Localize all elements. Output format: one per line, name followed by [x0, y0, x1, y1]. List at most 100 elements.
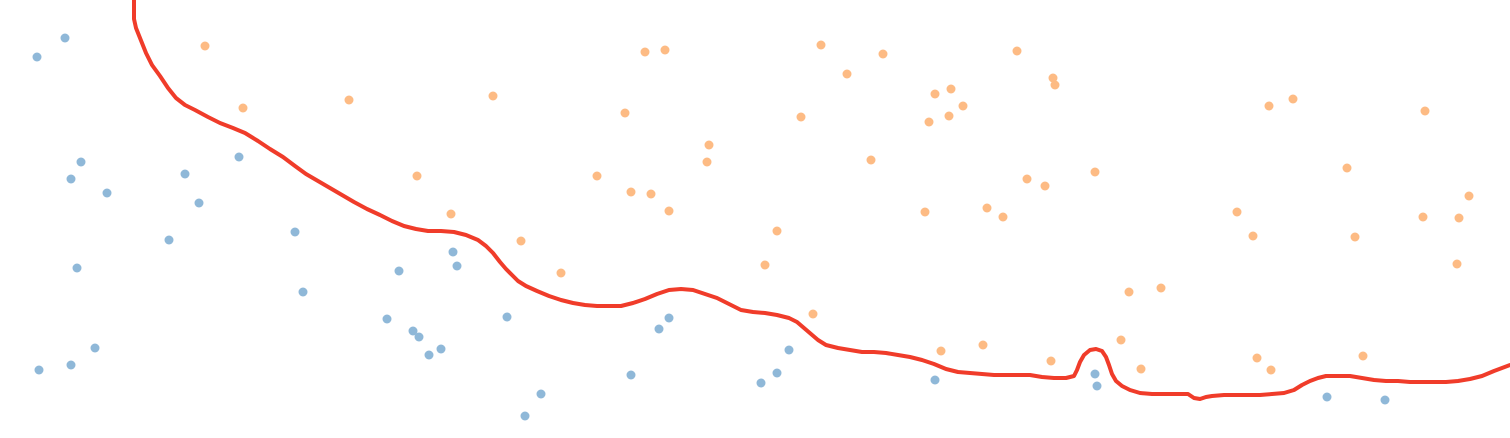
data-point-blue-8	[90, 343, 100, 353]
data-point-orange-44	[1116, 335, 1126, 345]
data-point-orange-48	[1232, 207, 1242, 217]
data-point-orange-32	[978, 340, 988, 350]
data-point-orange-52	[1342, 163, 1352, 173]
data-point-orange-17	[772, 226, 782, 236]
data-point-blue-7	[66, 360, 76, 370]
data-point-blue-3	[66, 174, 76, 184]
data-point-blue-35	[1322, 392, 1332, 402]
data-point-orange-20	[816, 40, 826, 50]
data-point-orange-6	[516, 236, 526, 246]
data-point-orange-40	[1090, 167, 1100, 177]
data-point-blue-21	[448, 247, 458, 257]
data-point-orange-13	[646, 189, 656, 199]
decision-boundary-line	[132, 0, 1510, 401]
data-point-orange-36	[1048, 73, 1058, 83]
data-point-orange-0	[200, 41, 210, 51]
data-point-orange-4	[412, 171, 422, 181]
data-point-blue-27	[664, 313, 674, 323]
data-point-orange-35	[1012, 46, 1022, 56]
data-point-orange-27	[946, 84, 956, 94]
data-point-blue-2	[76, 157, 86, 167]
data-point-blue-28	[654, 324, 664, 334]
data-point-blue-33	[1090, 369, 1100, 379]
data-point-orange-49	[1248, 231, 1258, 241]
data-point-blue-20	[436, 344, 446, 354]
data-point-orange-26	[930, 89, 940, 99]
data-point-blue-32	[930, 375, 940, 385]
data-point-orange-30	[924, 117, 934, 127]
data-point-blue-15	[394, 266, 404, 276]
data-point-orange-14	[664, 206, 674, 216]
data-point-blue-26	[626, 370, 636, 380]
data-point-orange-39	[1040, 181, 1050, 191]
data-point-blue-31	[784, 345, 794, 355]
data-point-orange-47	[1288, 94, 1298, 104]
data-point-orange-43	[1156, 283, 1166, 293]
data-point-orange-7	[556, 268, 566, 278]
data-point-orange-46	[1264, 101, 1274, 111]
data-point-blue-13	[290, 227, 300, 237]
data-point-blue-22	[452, 261, 462, 271]
data-point-orange-58	[1464, 191, 1474, 201]
data-point-blue-25	[520, 411, 530, 421]
data-point-blue-18	[414, 332, 424, 342]
data-point-orange-2	[344, 95, 354, 105]
data-point-orange-50	[1252, 353, 1262, 363]
data-point-blue-30	[772, 368, 782, 378]
data-point-orange-19	[796, 112, 806, 122]
data-point-orange-1	[238, 103, 248, 113]
data-point-orange-15	[704, 140, 714, 150]
data-point-blue-0	[32, 52, 42, 62]
data-point-orange-22	[878, 49, 888, 59]
data-point-orange-51	[1266, 365, 1276, 375]
data-point-orange-57	[1454, 213, 1464, 223]
data-point-orange-42	[1124, 287, 1134, 297]
data-point-orange-10	[640, 47, 650, 57]
data-point-orange-33	[982, 203, 992, 213]
data-point-orange-5	[446, 209, 456, 219]
data-point-orange-23	[866, 155, 876, 165]
data-point-orange-55	[1420, 106, 1430, 116]
data-point-blue-12	[234, 152, 244, 162]
data-point-orange-9	[620, 108, 630, 118]
data-point-orange-18	[760, 260, 770, 270]
data-point-blue-1	[60, 33, 70, 43]
data-point-blue-34	[1092, 381, 1102, 391]
data-point-orange-25	[920, 207, 930, 217]
data-point-orange-29	[944, 111, 954, 121]
data-point-orange-38	[1022, 174, 1032, 184]
data-point-orange-11	[660, 45, 670, 55]
data-point-blue-19	[424, 350, 434, 360]
data-point-orange-37	[1050, 80, 1060, 90]
data-point-orange-12	[626, 187, 636, 197]
data-point-blue-16	[382, 314, 392, 324]
data-point-orange-34	[998, 212, 1008, 222]
data-point-orange-24	[808, 309, 818, 319]
data-point-blue-4	[102, 188, 112, 198]
points-layer	[32, 33, 1474, 421]
data-point-blue-5	[72, 263, 82, 273]
data-point-blue-14	[298, 287, 308, 297]
data-point-orange-31	[936, 346, 946, 356]
data-point-orange-28	[958, 101, 968, 111]
data-point-blue-29	[756, 378, 766, 388]
data-point-orange-21	[842, 69, 852, 79]
data-point-blue-10	[194, 198, 204, 208]
data-point-blue-24	[536, 389, 546, 399]
data-point-blue-17	[408, 326, 418, 336]
data-point-orange-3	[488, 91, 498, 101]
data-point-orange-53	[1350, 232, 1360, 242]
data-point-orange-59	[1452, 259, 1462, 269]
data-point-orange-41	[1046, 356, 1056, 366]
boundary-layer	[132, 0, 1510, 401]
data-point-blue-23	[502, 312, 512, 322]
data-point-orange-56	[1418, 212, 1428, 222]
data-point-blue-6	[34, 365, 44, 375]
data-point-blue-9	[180, 169, 190, 179]
data-point-blue-36	[1380, 395, 1390, 405]
data-point-blue-11	[164, 235, 174, 245]
data-point-orange-8	[592, 171, 602, 181]
data-point-orange-16	[702, 157, 712, 167]
